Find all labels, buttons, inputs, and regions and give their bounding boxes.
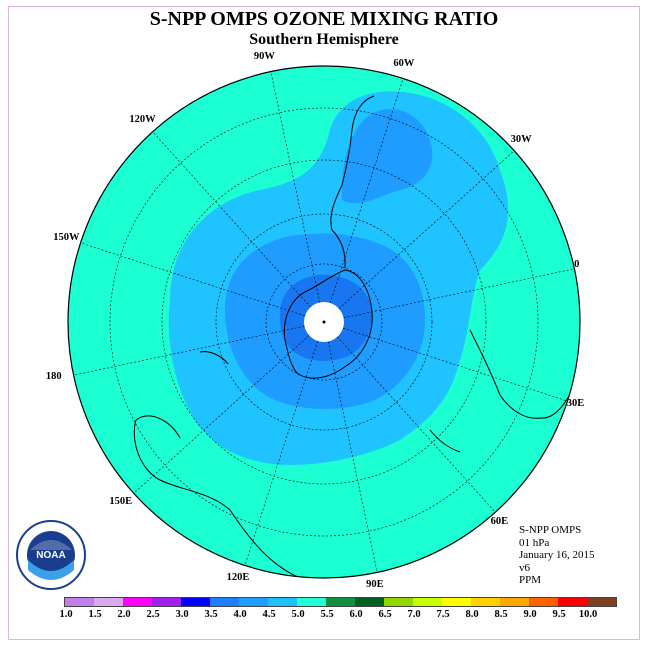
longitude-label: 30W <box>510 134 532 146</box>
meridian-line <box>149 128 325 323</box>
legend-swatch <box>587 598 616 606</box>
legend-swatch <box>384 598 413 606</box>
instrument-name: S-NPP OMPS <box>519 524 582 536</box>
legend-swatch <box>123 598 152 606</box>
meridian-line <box>69 321 325 377</box>
legend-tick-label: 8.5 <box>494 609 508 620</box>
legend-tick-label: 10.0 <box>578 609 598 620</box>
legend-tick-label: 5.0 <box>291 609 305 620</box>
legend-ticks: 1.0 1.5 2.0 2.5 3.0 3.5 4.0 4.5 5.0 5.5 6.0 6.5 7.0 7… <box>0 609 648 623</box>
latitude-circle <box>161 159 487 485</box>
page-title: S-NPP OMPS OZONE MIXING RATIO <box>149 8 499 30</box>
color-legend <box>64 597 617 607</box>
longitude-label: 150W <box>53 231 80 243</box>
legend-swatch <box>181 598 210 606</box>
meridian-line <box>243 321 325 570</box>
legend-tick-label: 3.5 <box>204 609 218 620</box>
longitude-label: 60W <box>393 58 415 70</box>
legend-swatch <box>268 598 297 606</box>
noaa-logo-text: NOAA <box>36 550 65 561</box>
legend-swatch <box>355 598 384 606</box>
south-pole-marker <box>322 320 326 324</box>
page-subtitle: Southern Hemisphere <box>249 31 399 48</box>
legend-swatch <box>94 598 123 606</box>
latitude-circle <box>265 263 383 381</box>
legend-tick-label: 9.0 <box>523 609 537 620</box>
legend-tick-label: 2.5 <box>146 609 160 620</box>
noaa-logo: NOAA <box>16 520 86 590</box>
latitude-circle <box>215 213 433 431</box>
legend-tick-label: 8.0 <box>465 609 479 620</box>
legend-swatch <box>500 598 529 606</box>
meridian-line <box>323 321 572 403</box>
meridian-line <box>323 321 379 577</box>
longitude-label: 90E <box>366 579 384 591</box>
legend-swatch <box>442 598 471 606</box>
legend-swatch <box>239 598 268 606</box>
latitude-circle <box>109 107 539 537</box>
product-version: v6 <box>519 561 530 574</box>
legend-swatch <box>529 598 558 606</box>
info-block: S-NPP OMPS 01 hPa January 16, 2015 v6 PP… <box>519 524 594 587</box>
legend-swatch <box>413 598 442 606</box>
legend-swatch <box>471 598 500 606</box>
meridian-line <box>323 147 518 323</box>
longitude-label: 180 <box>45 371 62 383</box>
legend-swatch <box>210 598 239 606</box>
observation-date: January 16, 2015 <box>519 549 595 561</box>
longitude-label: 30E <box>566 398 585 410</box>
legend-tick-label: 2.0 <box>117 609 131 620</box>
legend-tick-label: 1.5 <box>88 609 102 620</box>
graticule <box>69 67 579 577</box>
longitude-label: 120W <box>129 114 156 126</box>
meridian-line <box>130 321 325 497</box>
figure-frame <box>8 6 640 640</box>
legend-tick-label: 7.0 <box>407 609 421 620</box>
legend-tick-label: 4.5 <box>262 609 276 620</box>
legend-tick-label: 6.0 <box>349 609 363 620</box>
longitude-label: 120E <box>226 571 250 583</box>
meridian-line <box>323 321 499 516</box>
pressure-level: 01 hPa <box>519 536 550 549</box>
legend-tick-label: 5.5 <box>320 609 334 620</box>
meridian-line <box>323 74 405 323</box>
legend-tick-label: 6.5 <box>378 609 392 620</box>
legend-tick-label: 1.0 <box>59 609 73 620</box>
meridian-line <box>269 67 325 323</box>
legend-swatch <box>297 598 326 606</box>
longitude-label: 90W <box>253 50 275 62</box>
units-label: PPM <box>519 574 542 586</box>
meridian-line <box>76 241 325 323</box>
meridian-line <box>323 267 579 323</box>
map-border <box>67 65 581 579</box>
legend-swatch <box>326 598 355 606</box>
longitude-label: 60E <box>490 515 509 527</box>
legend-tick-label: 7.5 <box>436 609 450 620</box>
legend-swatch <box>65 598 94 606</box>
legend-swatch <box>558 598 587 606</box>
legend-tick-label: 4.0 <box>233 609 247 620</box>
legend-swatch <box>152 598 181 606</box>
legend-tick-label: 9.5 <box>552 609 566 620</box>
longitude-label: 150E <box>109 495 133 507</box>
longitude-label: 0 <box>574 258 580 270</box>
legend-tick-label: 3.0 <box>175 609 189 620</box>
